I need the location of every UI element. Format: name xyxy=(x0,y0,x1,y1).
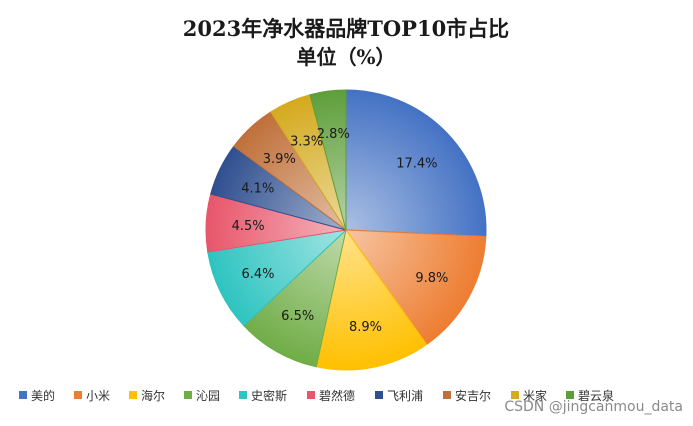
chart-title: 2023年净水器品牌TOP10市占比 xyxy=(183,16,509,41)
legend-label-6: 飞利浦 xyxy=(387,389,423,403)
legend-swatch-5 xyxy=(307,391,315,399)
data-label-8: 3.3% xyxy=(290,134,323,149)
pie-slice-1 xyxy=(345,229,487,346)
legend-swatch-6 xyxy=(375,391,383,399)
legend-label-5: 碧然德 xyxy=(319,388,355,403)
data-label-7: 3.9% xyxy=(263,152,296,167)
data-label-5: 4.5% xyxy=(232,219,265,234)
legend: 美的 小米 海尔 沁园 史密斯 碧然德 飞利浦 安吉尔 米家 碧云泉 xyxy=(19,388,614,403)
data-label-9: 2.8% xyxy=(317,127,350,142)
pie-slice-3 xyxy=(243,228,347,368)
legend-label-7: 安吉尔 xyxy=(455,388,491,403)
watermark: CSDN @jingcanmou_data xyxy=(504,399,683,415)
legend-label-4: 史密斯 xyxy=(251,388,287,403)
data-label-4: 6.4% xyxy=(241,267,274,282)
data-label-2: 8.9% xyxy=(349,320,382,335)
data-label-1: 9.8% xyxy=(415,271,448,286)
legend-swatch-2 xyxy=(129,391,137,399)
legend-swatch-1 xyxy=(74,391,82,399)
legend-label-0: 美的 xyxy=(31,388,55,403)
chart-subtitle: 单位（%） xyxy=(296,45,395,69)
legend-swatch-4 xyxy=(239,391,247,399)
data-label-3: 6.5% xyxy=(281,309,314,324)
pie-slice-4 xyxy=(207,229,348,327)
pie-slice-2 xyxy=(315,228,428,371)
legend-label-9: 碧云泉 xyxy=(578,389,614,403)
legend-label-2: 海尔 xyxy=(141,388,165,403)
pie-slice-0 xyxy=(345,89,487,238)
legend-swatch-8 xyxy=(511,391,519,399)
legend-swatch-0 xyxy=(19,391,27,399)
legend-swatch-3 xyxy=(184,391,192,399)
data-label-0: 17.4% xyxy=(396,156,437,171)
legend-label-3: 沁园 xyxy=(196,389,220,403)
legend-swatch-9 xyxy=(566,391,574,399)
legend-label-1: 小米 xyxy=(86,389,110,403)
pie-slices xyxy=(205,89,487,371)
pie-slice-9 xyxy=(309,89,347,231)
pie-data-labels: 17.4% 9.8% 8.9% 6.5% 6.4% 4.5% 4.1% 3.9% 3.3%2.8… xyxy=(232,127,449,335)
legend-label-8: 米家 xyxy=(523,388,547,403)
legend-swatch-7 xyxy=(443,391,451,399)
data-label-6: 4.1% xyxy=(241,181,274,196)
